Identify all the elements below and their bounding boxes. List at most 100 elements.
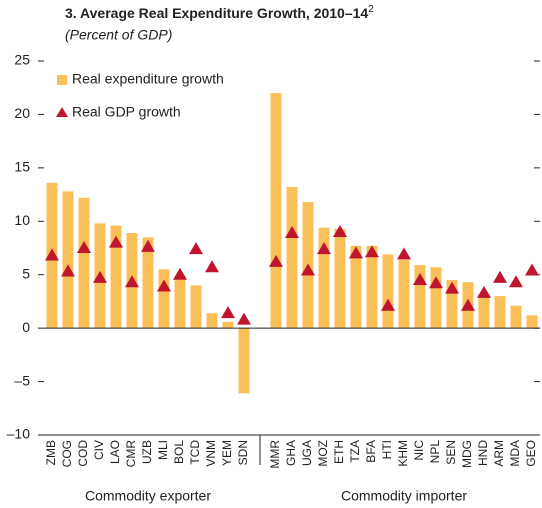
triangle-marker [477, 285, 491, 298]
bar [430, 267, 442, 329]
x-tick-label: MMR [268, 440, 282, 469]
x-tick-label: NPL [428, 440, 442, 464]
triangle-marker [285, 226, 299, 239]
x-tick-label: COD [76, 440, 90, 467]
x-tick-label: MDG [460, 440, 474, 468]
x-tick-label: HTI [380, 440, 394, 459]
bar [334, 228, 346, 329]
x-tick-label: UZB [140, 440, 154, 464]
y-tick-label: –10 [7, 426, 31, 442]
triangle-marker [429, 276, 443, 289]
triangle-marker [45, 248, 59, 261]
triangle-marker [237, 312, 251, 325]
x-tick-label: LAO [108, 440, 122, 464]
bar [478, 293, 490, 329]
y-tick-label: 0 [22, 319, 30, 335]
x-tick-label: KHM [396, 440, 410, 467]
x-tick-label: TCD [188, 440, 202, 465]
triangle-marker [109, 235, 123, 248]
triangle-marker [333, 224, 347, 237]
bar [222, 321, 234, 329]
triangle-marker [413, 273, 427, 286]
y-tick-label: 25 [14, 52, 30, 68]
triangle-marker [301, 263, 315, 276]
y-tick-label: 20 [14, 105, 30, 121]
triangle-marker [349, 246, 363, 259]
x-tick-label: COG [60, 440, 74, 467]
group-label: Commodity importer [341, 488, 467, 504]
y-tick-label: 15 [14, 159, 30, 175]
triangle-marker [269, 254, 283, 267]
x-tick-label: ARM [492, 440, 506, 467]
x-tick-label: TZA [348, 440, 362, 463]
x-tick-label: ETH [332, 440, 346, 464]
bar [414, 265, 426, 329]
x-tick-label: GEO [524, 440, 538, 467]
bar [142, 237, 154, 329]
bar [494, 296, 506, 329]
title-text: 3. Average Real Expenditure Growth, 2010… [65, 5, 368, 21]
triangle-marker [509, 275, 523, 288]
bar [158, 269, 170, 329]
title-superscript: 2 [368, 4, 374, 15]
triangle-marker [173, 267, 187, 280]
triangle-marker [397, 247, 411, 260]
legend-swatch [56, 107, 68, 117]
bar [190, 285, 202, 329]
bar [286, 187, 298, 329]
triangle-marker [61, 264, 75, 277]
x-tick-label: NIC [412, 440, 426, 461]
triangle-marker [125, 275, 139, 288]
triangle-marker [493, 270, 507, 283]
bar [174, 278, 186, 329]
triangle-marker [93, 270, 107, 283]
triangle-marker [365, 245, 379, 258]
y-tick-label: –5 [14, 372, 30, 388]
x-tick-label: SEN [444, 440, 458, 465]
bar [238, 328, 250, 394]
x-tick-label: ZMB [44, 440, 58, 465]
subtitle: (Percent of GDP) [65, 27, 172, 43]
triangle-marker [461, 298, 475, 311]
bar [526, 315, 538, 329]
x-tick-label: CIV [92, 440, 106, 460]
triangle-marker [77, 241, 91, 253]
bar [110, 225, 122, 329]
bar [206, 313, 218, 329]
bar [270, 93, 282, 329]
triangle-marker [157, 279, 171, 292]
triangle-marker [221, 306, 235, 319]
triangle-marker [381, 298, 395, 311]
x-tick-label: VNM [204, 440, 218, 467]
bar [398, 259, 410, 329]
group-label: Commodity exporter [85, 488, 211, 504]
legend-label: Real expenditure growth [72, 71, 224, 87]
x-tick-label: BOL [172, 440, 186, 464]
x-tick-label: BFA [364, 440, 378, 463]
bar [382, 254, 394, 329]
x-tick-label: CMR [124, 440, 138, 468]
bar [510, 305, 522, 329]
triangle-marker [189, 242, 203, 255]
triangle-marker [205, 260, 219, 273]
triangle-marker [317, 242, 331, 255]
legend-swatch [57, 75, 67, 85]
bar [78, 197, 90, 329]
bar [446, 280, 458, 329]
bar [366, 245, 378, 329]
bar [62, 191, 74, 329]
x-tick-label: MDA [508, 440, 522, 467]
x-tick-label: UGA [300, 440, 314, 466]
triangle-marker [525, 263, 539, 276]
x-tick-label: SDN [236, 440, 250, 465]
x-tick-label: GHA [284, 440, 298, 466]
y-tick-label: 10 [14, 212, 30, 228]
triangle-marker [141, 239, 155, 252]
x-tick-label: YEM [220, 440, 234, 466]
bar [350, 245, 362, 329]
legend-label: Real GDP growth [72, 104, 181, 120]
x-tick-label: MLI [156, 440, 170, 460]
bar [318, 227, 330, 329]
chart-title: 3. Average Real Expenditure Growth, 2010… [65, 4, 374, 21]
